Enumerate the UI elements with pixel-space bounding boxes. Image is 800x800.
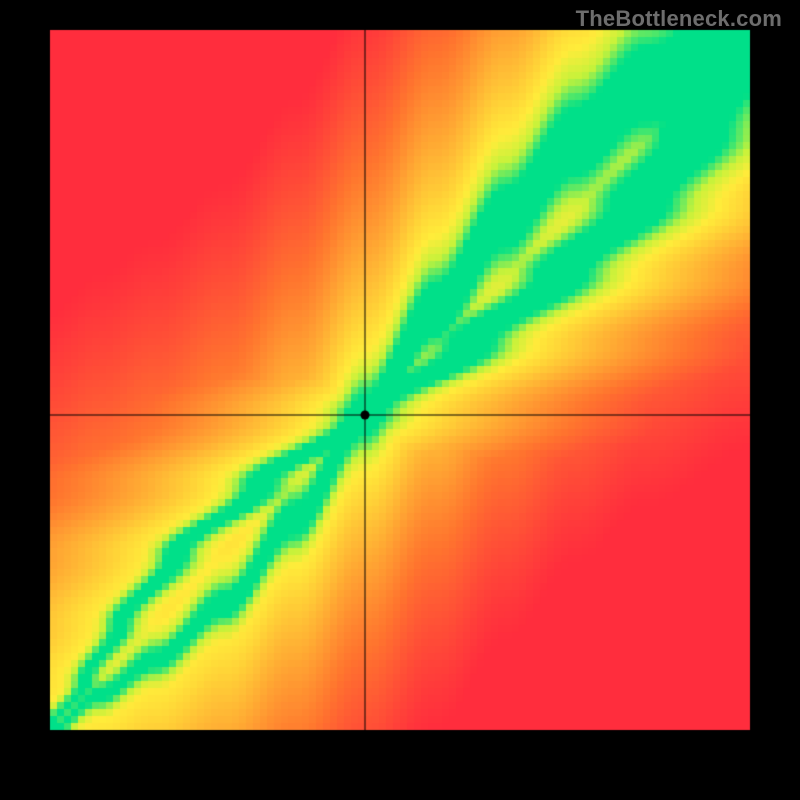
- watermark: TheBottleneck.com: [576, 6, 782, 32]
- heatmap-canvas: [0, 0, 800, 800]
- chart-container: TheBottleneck.com: [0, 0, 800, 800]
